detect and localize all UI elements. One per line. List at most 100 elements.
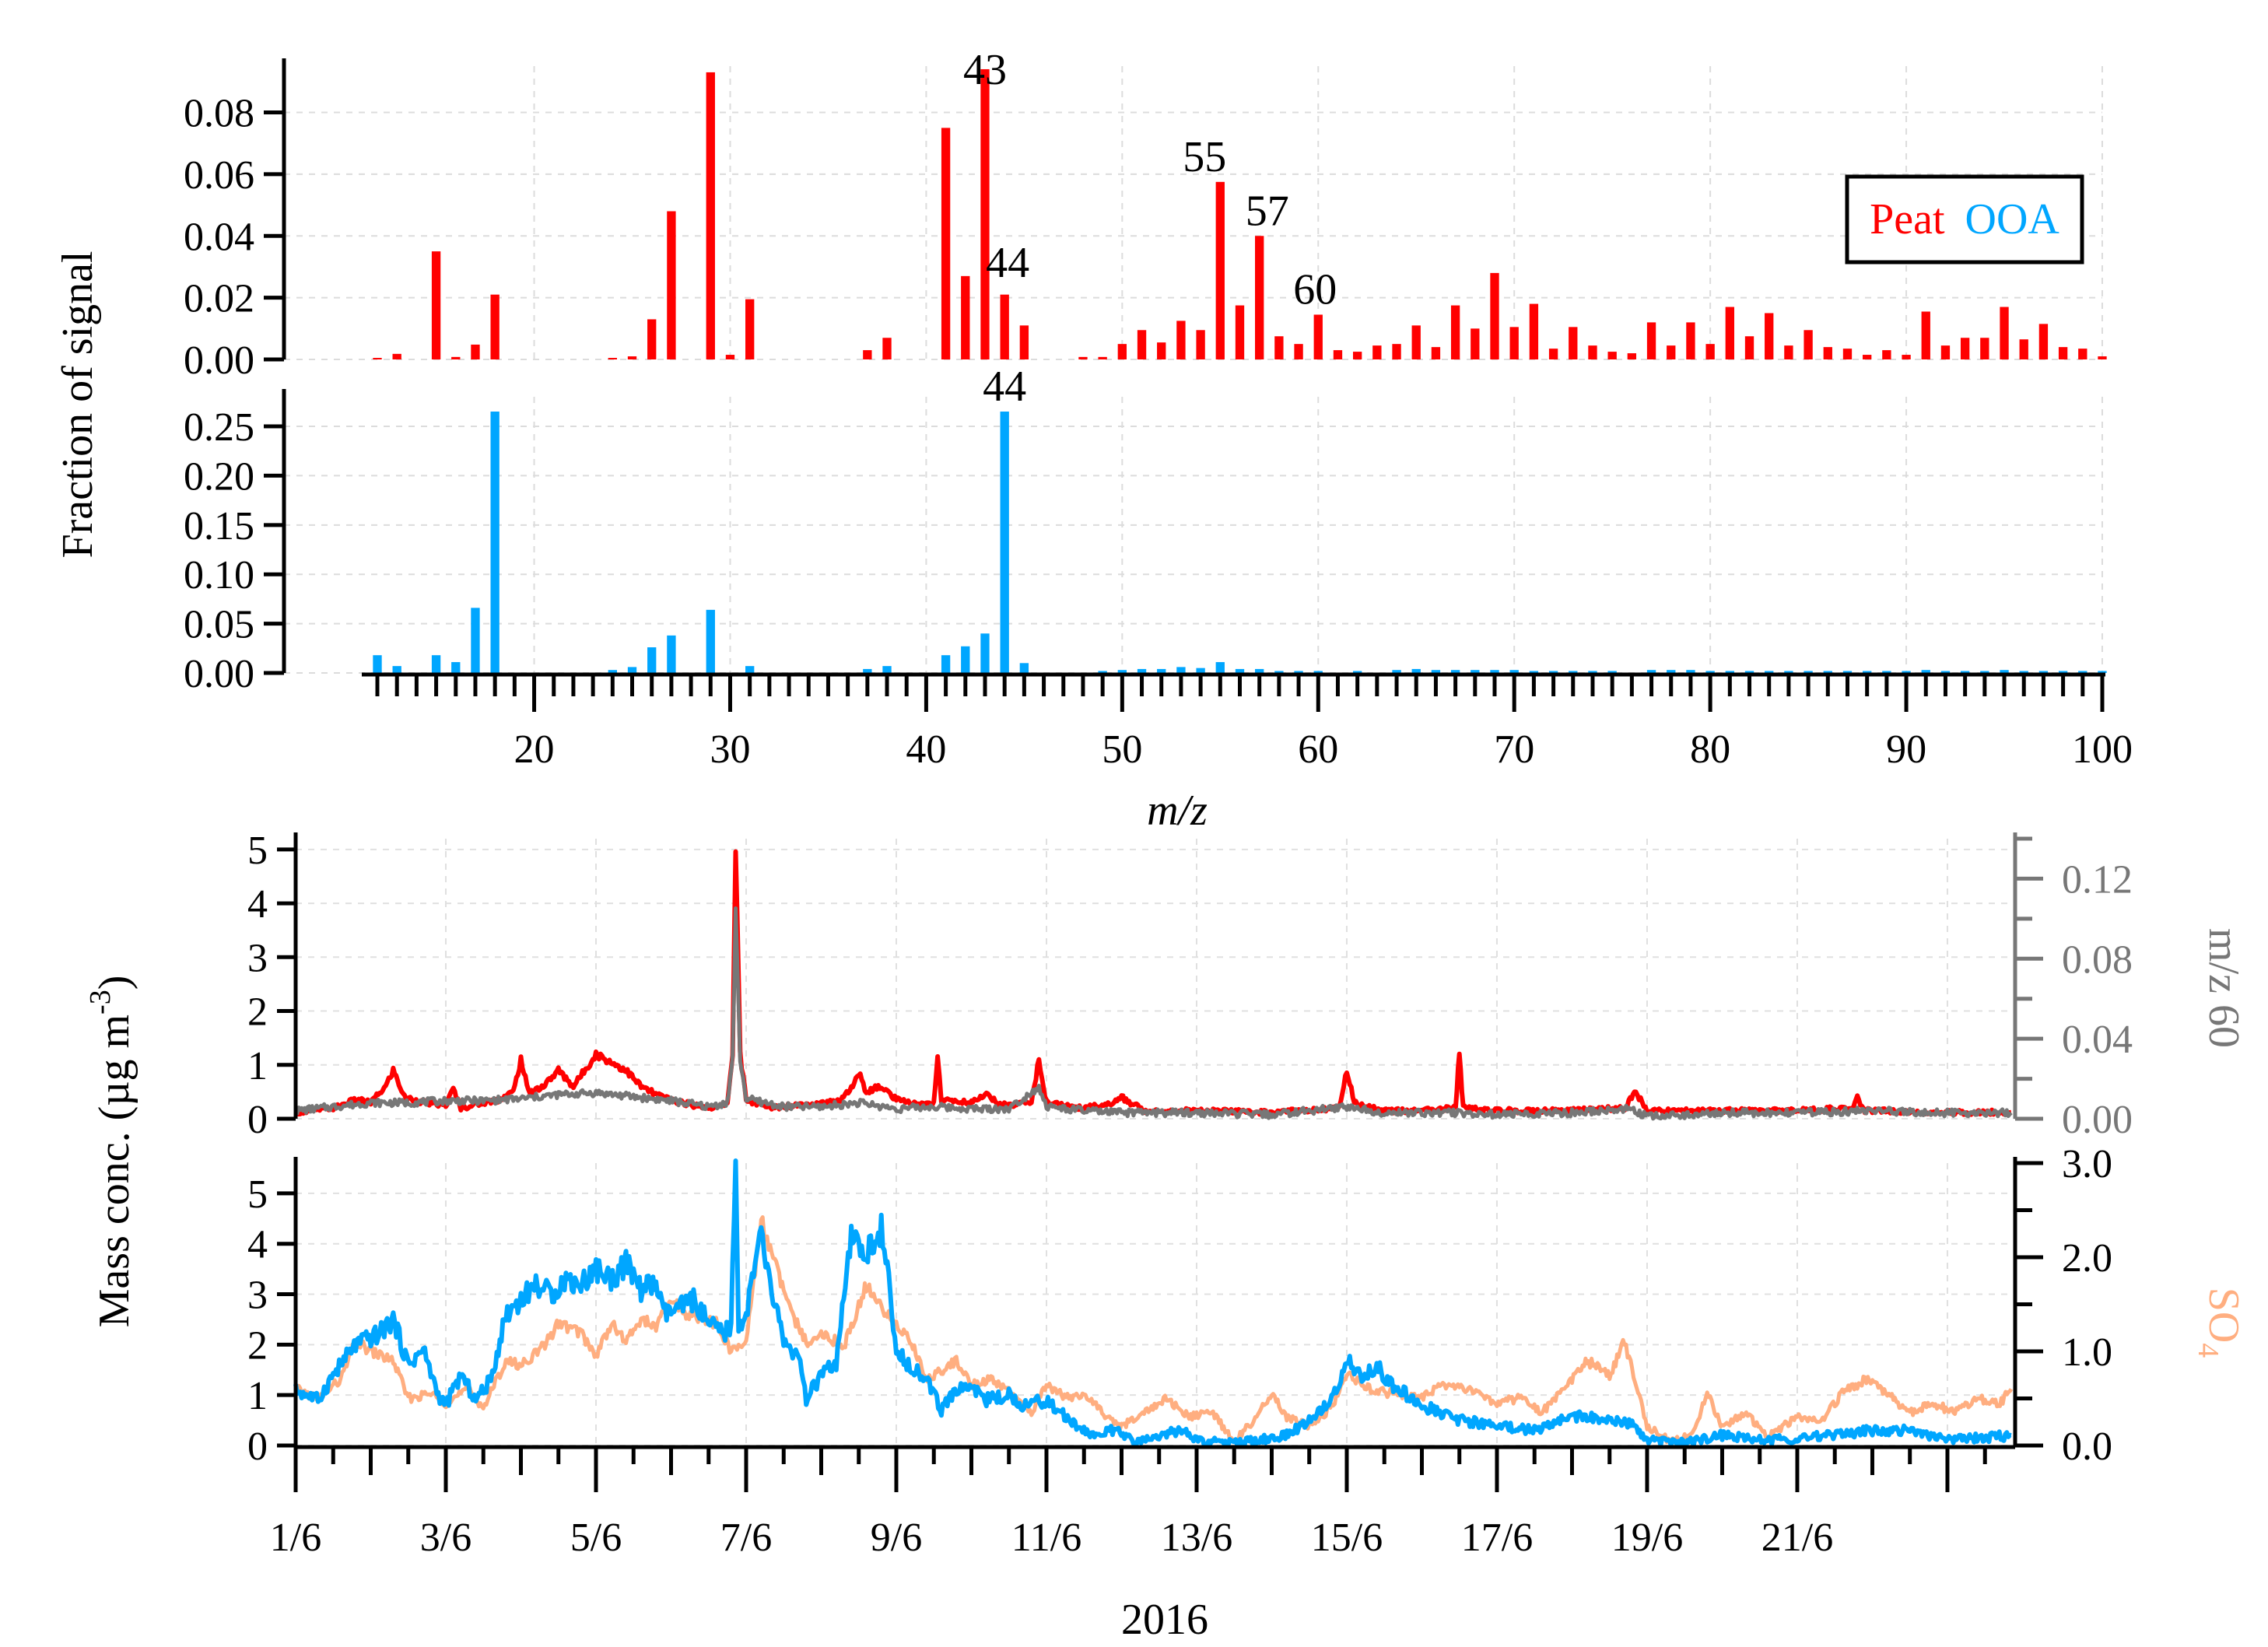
timeseries-gridlines [295,839,2015,1446]
peat-bar-mz76 [1627,353,1637,359]
timeseries-y-axis-label: Mass conc. (µg m-3) [84,976,138,1328]
peat_ts-left-tick-label-2: 2 [247,990,268,1035]
peat-bar-mz59 [1294,344,1303,359]
ooa-bar-mz38 [882,666,892,673]
peat-ytick-label-4: 0.08 [184,92,254,136]
peat-bar-mz80 [1705,344,1715,359]
peat-bar-mz45 [1019,325,1029,359]
legend-entry-ooa: OOA [1965,195,2060,244]
ooa-bar-mz15 [431,655,441,673]
timeseries-x-tick-label-7: 15/6 [1311,1516,1383,1560]
peat-bar-mz92 [1940,345,1951,359]
spectrum-x-tick-label-100: 100 [2072,727,2133,772]
peat-bar-mz27 [667,211,676,359]
ooa-bar-mz84 [1784,671,1793,673]
peat-bar-mz83 [1765,313,1774,359]
ooa-peak-label-44: 44 [983,363,1026,411]
timeseries-x-tick-label-5: 11/6 [1011,1516,1082,1560]
peat-ytick-label-0: 0.00 [184,338,254,383]
timeseries-x-tick-label-8: 17/6 [1461,1516,1533,1560]
ooa_ts-left-tick-label-4: 4 [247,1223,268,1267]
peat-bar-mz52 [1157,342,1166,359]
ooa-bar-mz75 [1607,671,1617,673]
peat-peak-label-60: 60 [1293,265,1337,314]
spectrum-axes: 0.00 0.02 0.04 0.06 0.08 0.00 0.05 0.10 0.15 0.20… [184,58,2133,772]
ooa-bar-mz98 [2058,671,2068,673]
peat-bar-mz51 [1137,330,1147,359]
ooa-bar-mz50 [1117,670,1127,673]
peat-bar-mz84 [1784,345,1793,359]
ooa-bar-mz31 [745,666,755,673]
peat-bar-mz60 [1313,314,1323,359]
peat-bar-mz48 [1078,356,1088,359]
timeseries-x-axis-label: 2016 [1121,1596,1208,1644]
peat-peak-label-55: 55 [1183,133,1226,181]
ooa-bar-mz60 [1313,671,1323,673]
ooa_ts-left-tick-label-2: 2 [247,1323,268,1368]
ooa-bar-mz37 [863,668,872,673]
ooa-bar-mz53 [1176,667,1186,673]
spectrum-y-axis-label: Fraction of signal [54,251,102,558]
ooa-bar-mz94 [1980,671,1989,673]
peat-bar-mz75 [1607,352,1617,359]
peat_ts-right-tick-label-3: 0.12 [2062,857,2133,902]
spectrum-x-tick-label-50: 50 [1102,727,1142,772]
peat-bar-mz89 [1882,350,1891,359]
timeseries-axes: 0 1 2 3 4 5 0.00 0.04 0.08 0.12 0 1 2 3 4 5 0.0 1.0 2.0 3.0… [247,829,2133,1560]
peat-bar-mz68 [1471,328,1480,359]
ooa-ytick-label-5: 0.25 [184,405,254,450]
peat-bar-mz31 [745,299,755,359]
peat_ts-series-mz60 [295,906,2013,1121]
ooa-bar-mz41 [941,655,951,673]
peat-bar-mz57 [1255,236,1264,359]
peat-bar-mz49 [1098,356,1107,359]
peat_ts-left-tick-label-5: 5 [247,829,268,873]
peat-bar-mz82 [1744,336,1754,359]
peat-bar-mz91 [1921,311,1930,359]
timeseries-x-tick-label-3: 7/6 [720,1516,772,1560]
timeseries-x-tick-label-9: 19/6 [1611,1516,1683,1560]
peat-bar-mz16 [451,356,461,359]
spectrum-x-tick-label-90: 90 [1886,727,1926,772]
peat-bar-mz18 [490,294,500,359]
peat-bar-mz95 [2000,307,2009,359]
ooa-bar-mz80 [1705,671,1715,673]
peat-bar-mz29 [706,72,715,360]
ooa-bar-mz79 [1686,670,1695,673]
ooa-bar-mz89 [1882,671,1891,673]
spectrum-x-tick-label-80: 80 [1690,727,1730,772]
peat-ytick-label-1: 0.02 [184,277,254,321]
ooa-bar-mz82 [1744,671,1754,673]
peat_ts-right-tick-label-0: 0.00 [2062,1098,2133,1142]
peat-bar-mz17 [471,344,480,359]
peat-bar-mz85 [1804,330,1813,359]
peat-bar-mz44 [1000,294,1009,359]
ooa-bar-mz26 [647,647,657,673]
ooa-bar-mz44 [1000,412,1009,673]
peat-bar-mz38 [882,338,892,359]
peat_ts-right-tick-label-2: 0.08 [2062,937,2133,982]
peat-bar-mz93 [1960,338,1970,359]
peat-bar-mz30 [725,355,735,359]
ooa-bar-mz55 [1215,662,1225,673]
ooa-ytick-label-3: 0.15 [184,504,254,548]
ooa_ts-series-so4 [295,1215,2014,1445]
ooa_ts-left-tick-label-1: 1 [247,1374,268,1418]
ooa-bar-mz43 [980,633,990,673]
peat-bar-mz15 [431,251,441,359]
so4-axis-label: SO4 [2192,1288,2248,1358]
ooa-bar-mz68 [1471,670,1480,673]
peat-bar-mz41 [941,128,951,360]
ooa-bar-mz73 [1569,671,1578,673]
ooa-bar-mz59 [1294,671,1303,673]
ooa-bar-mz88 [1863,671,1872,673]
peat-bar-mz65 [1411,325,1421,359]
timeseries-x-tick-label-4: 9/6 [871,1516,922,1560]
peat-bar-mz78 [1667,345,1676,359]
peat-bar-mz56 [1235,305,1245,359]
ooa-bar-mz92 [1940,671,1951,673]
ooa-bar-mz13 [392,666,401,673]
ooa-bar-mz29 [706,609,715,673]
ooa-bar-mz100 [2098,671,2107,673]
